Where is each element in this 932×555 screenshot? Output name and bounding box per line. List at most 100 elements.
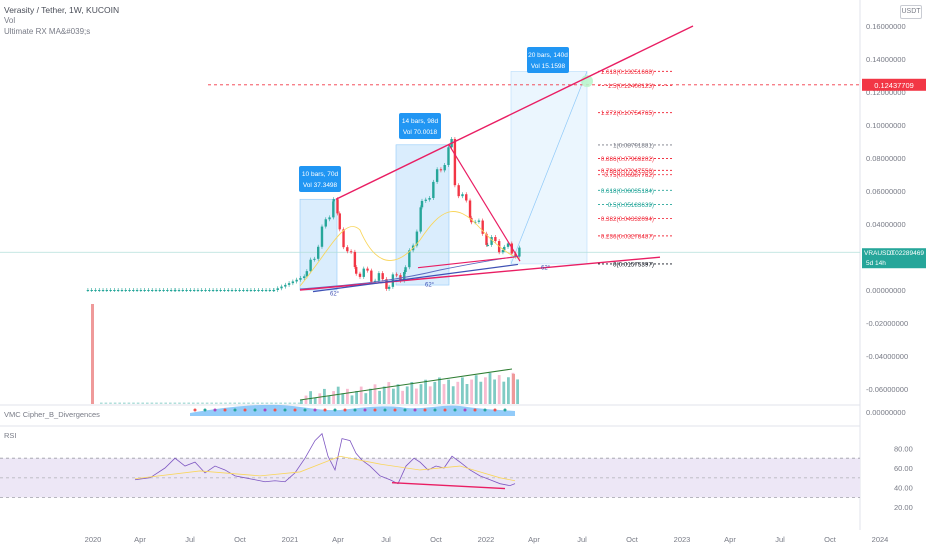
current-time-label: 5d 14h bbox=[866, 260, 886, 267]
volume-bar bbox=[327, 395, 331, 404]
volume-bar bbox=[392, 388, 395, 404]
volume-bar bbox=[313, 397, 317, 404]
volume-trend-line bbox=[299, 368, 513, 401]
time-tick-label: 2022 bbox=[478, 535, 495, 544]
cipher-dot bbox=[243, 408, 247, 412]
candle-body bbox=[387, 286, 391, 289]
candle-body bbox=[219, 290, 222, 291]
volume-bar bbox=[127, 402, 131, 404]
candle-body bbox=[249, 290, 253, 291]
price-tick-label: 0.00000000 bbox=[866, 286, 906, 295]
volume-bar bbox=[359, 386, 363, 404]
candle-body bbox=[336, 199, 339, 214]
candle-body bbox=[253, 290, 256, 291]
support-line bbox=[417, 256, 516, 269]
volume-bar bbox=[488, 372, 492, 404]
price-tick-label: 0.08000000 bbox=[866, 154, 906, 163]
candle-body bbox=[358, 273, 362, 277]
candle-body bbox=[518, 247, 521, 257]
ma-indicator-label[interactable]: Ultimate RX MA&#039;s bbox=[4, 27, 91, 36]
candle-body bbox=[227, 290, 230, 291]
currency-button[interactable]: USDT bbox=[900, 5, 922, 19]
volume-bar bbox=[104, 402, 108, 404]
volume-bar bbox=[205, 402, 209, 404]
chart-title[interactable]: Verasity / Tether, 1W, KUCOIN bbox=[4, 5, 120, 15]
candle-body bbox=[494, 237, 497, 242]
annotation-box bbox=[527, 47, 569, 73]
candle-body bbox=[355, 267, 358, 274]
volume-bar bbox=[210, 402, 213, 404]
volume-bar bbox=[159, 402, 163, 404]
candle-body bbox=[313, 258, 316, 260]
cipher-dot bbox=[263, 408, 267, 412]
cipher-dot bbox=[223, 408, 227, 412]
volume-bar bbox=[382, 386, 386, 404]
volume-bar bbox=[497, 375, 501, 404]
rsi-pane-label[interactable]: RSI bbox=[4, 431, 17, 440]
candle-body bbox=[90, 290, 93, 291]
volume-bar bbox=[288, 402, 292, 404]
cipher-dot bbox=[193, 408, 197, 412]
volume-bar bbox=[405, 386, 409, 404]
time-tick-label: Apr bbox=[724, 535, 736, 544]
volume-bar bbox=[428, 386, 432, 404]
cipher-dot bbox=[283, 408, 287, 412]
candle-body bbox=[113, 290, 116, 291]
cipher-dot bbox=[323, 408, 327, 412]
candle-body bbox=[346, 247, 349, 252]
volume-bar bbox=[373, 384, 377, 404]
volume-bar bbox=[270, 402, 273, 404]
candle-body bbox=[408, 250, 411, 268]
fib-level-label: 0(0.01575397) bbox=[613, 261, 654, 268]
volume-bar bbox=[215, 402, 218, 404]
volume-bar bbox=[479, 381, 483, 404]
annotation-box bbox=[299, 166, 341, 192]
volume-bar bbox=[261, 402, 264, 404]
price-tick-label: 0.12000000 bbox=[866, 88, 906, 97]
candle-body bbox=[349, 251, 353, 253]
cipher-dot bbox=[463, 408, 467, 412]
candle-body bbox=[109, 290, 112, 291]
cipher-dot bbox=[393, 408, 397, 412]
cipher-dot bbox=[383, 408, 387, 412]
wedge-upper-line bbox=[335, 25, 694, 200]
cipher-dot bbox=[403, 408, 407, 412]
volume-bar bbox=[396, 384, 400, 404]
candle-body bbox=[204, 290, 207, 291]
volume-bar bbox=[493, 379, 496, 404]
volume-bar bbox=[164, 402, 167, 404]
volume-bar bbox=[178, 402, 181, 404]
cipher-axis-label: 0.00000000 bbox=[866, 408, 906, 417]
volume-bar bbox=[123, 402, 126, 404]
candle-body bbox=[320, 226, 324, 247]
candle-body bbox=[245, 290, 249, 291]
cipher-dot bbox=[343, 408, 347, 412]
candle-body bbox=[154, 290, 158, 291]
candle-body bbox=[428, 198, 431, 200]
candle-body bbox=[461, 194, 464, 197]
rsi-tick-label: 20.00 bbox=[894, 503, 913, 512]
candle-body bbox=[370, 270, 373, 282]
volume-bar bbox=[346, 388, 349, 404]
time-tick-label: Oct bbox=[824, 535, 837, 544]
volume-indicator-label[interactable]: Vol bbox=[4, 16, 16, 25]
candle-body bbox=[435, 169, 439, 182]
price-tick-label: 0.10000000 bbox=[866, 121, 906, 130]
volume-bar bbox=[318, 393, 322, 404]
volume-bar bbox=[201, 402, 204, 404]
time-tick-label: Oct bbox=[626, 535, 639, 544]
candle-body bbox=[86, 290, 90, 291]
fib-level-label: 0.236(0.03278487) bbox=[601, 233, 654, 240]
volume-bar bbox=[378, 390, 381, 404]
candle-body bbox=[424, 199, 427, 201]
volume-bar bbox=[502, 381, 506, 404]
volume-bar bbox=[118, 402, 121, 404]
volume-bar bbox=[100, 402, 103, 404]
volume-bar bbox=[451, 386, 455, 404]
cipher-pane-label[interactable]: VMC Cipher_B_Divergences bbox=[4, 410, 100, 419]
candle-body bbox=[211, 290, 215, 291]
volume-bar bbox=[233, 402, 236, 404]
candle-body bbox=[291, 281, 295, 284]
